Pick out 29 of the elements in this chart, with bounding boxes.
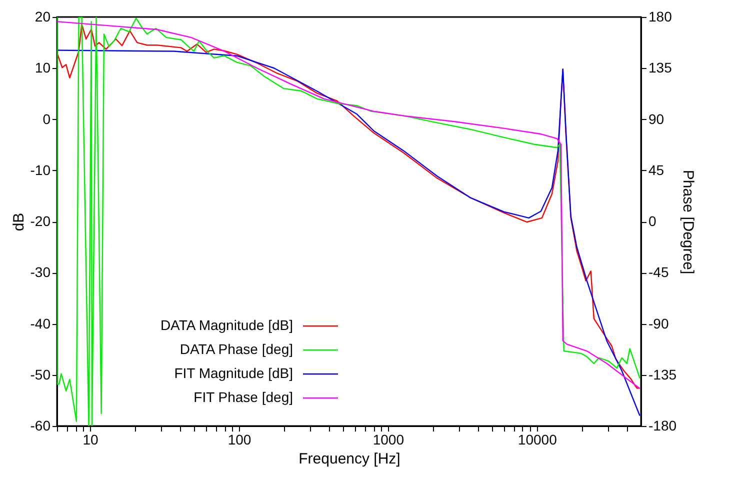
y-tick-label: -60 [30,418,51,434]
y2-tick-label: -180 [648,418,677,434]
x-tick-label: 10 [82,432,99,448]
legend-label: FIT Phase [deg] [194,389,293,405]
y2-tick-label: 0 [648,213,656,229]
y2-axis-title: Phase [Degree] [680,170,697,274]
y2-tick-label: -90 [648,315,669,332]
x-tick-label: 100 [228,432,252,448]
y-tick-label: -50 [30,366,51,382]
x-tick-label: 10000 [518,432,558,448]
y2-tick-label: 90 [648,110,664,127]
y-tick-label: -40 [30,315,51,332]
y-tick-label: 20 [34,8,51,24]
y-axis-title: dB [10,212,28,232]
legend-label: DATA Phase [deg] [180,341,293,357]
y-tick-label: -10 [30,162,51,178]
y-tick-label: 10 [34,60,51,76]
y-tick-label: -20 [30,213,51,229]
y2-tick-label: -135 [648,366,677,382]
y2-tick-label: 135 [648,60,672,76]
legend-label: DATA Magnitude [dB] [160,317,293,333]
y2-tick-label: 180 [648,8,672,24]
y2-tick-label: -45 [648,264,669,280]
y-tick-label: -30 [30,264,51,280]
legend-label: FIT Magnitude [dB] [174,365,293,381]
x-tick-label: 1000 [372,432,404,448]
x-axis-title: Frequency [Hz] [298,450,400,468]
y2-tick-label: 45 [648,162,664,178]
y-tick-label: 0 [42,110,51,127]
